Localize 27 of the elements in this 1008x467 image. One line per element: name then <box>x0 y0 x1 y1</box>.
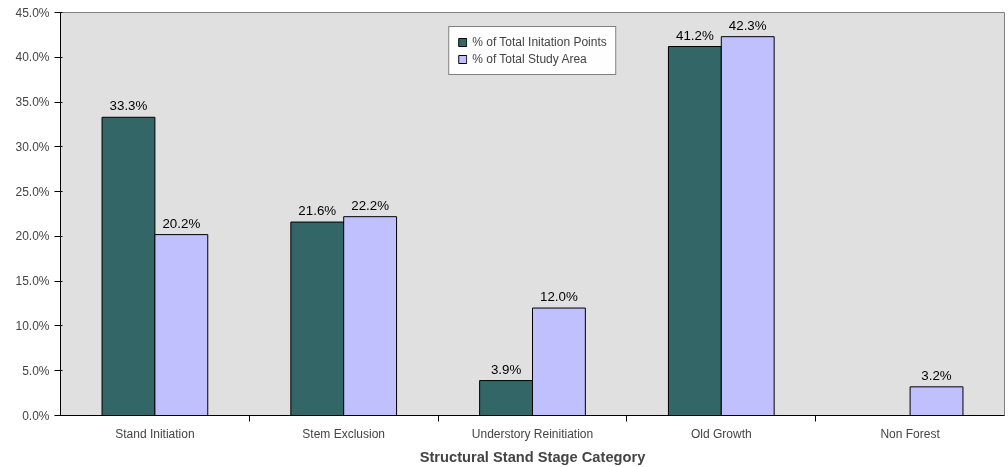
x-tick-label: Old Growth <box>690 426 752 441</box>
x-tick-label: Stem Exclusion <box>302 426 386 441</box>
data-label: 22.2% <box>351 197 390 213</box>
legend-label: % of Total Study Area <box>472 52 587 66</box>
x-axis-title: Structural Stand Stage Category <box>419 448 647 465</box>
y-tick-label: 35.0% <box>15 95 50 110</box>
data-label: 3.2% <box>921 367 952 383</box>
y-tick-label: 25.0% <box>15 184 50 199</box>
x-tick-label: Understory Reinitiation <box>471 426 594 441</box>
y-tick-label: 5.0% <box>22 363 50 378</box>
y-tick-label: 15.0% <box>15 274 50 289</box>
x-tick-label: Stand Initiation <box>115 426 195 441</box>
legend-label: % of Total Initation Points <box>472 35 607 49</box>
data-label: 41.2% <box>675 27 714 43</box>
y-tick-label: 30.0% <box>15 139 50 154</box>
y-tick-label: 45.0% <box>15 5 50 20</box>
y-tick-label: 20.0% <box>15 229 50 244</box>
y-tick-label: 10.0% <box>15 318 50 333</box>
y-tick-label: 0.0% <box>22 408 50 423</box>
data-label: 20.2% <box>162 215 201 231</box>
x-tick-label: Non Forest <box>880 426 941 441</box>
data-label: 42.3% <box>728 17 767 33</box>
data-label: 21.6% <box>298 203 337 219</box>
data-label: 3.9% <box>490 361 522 377</box>
y-tick-label: 40.0% <box>15 50 50 65</box>
data-label: 33.3% <box>109 98 148 114</box>
data-label: 12.0% <box>540 289 578 305</box>
